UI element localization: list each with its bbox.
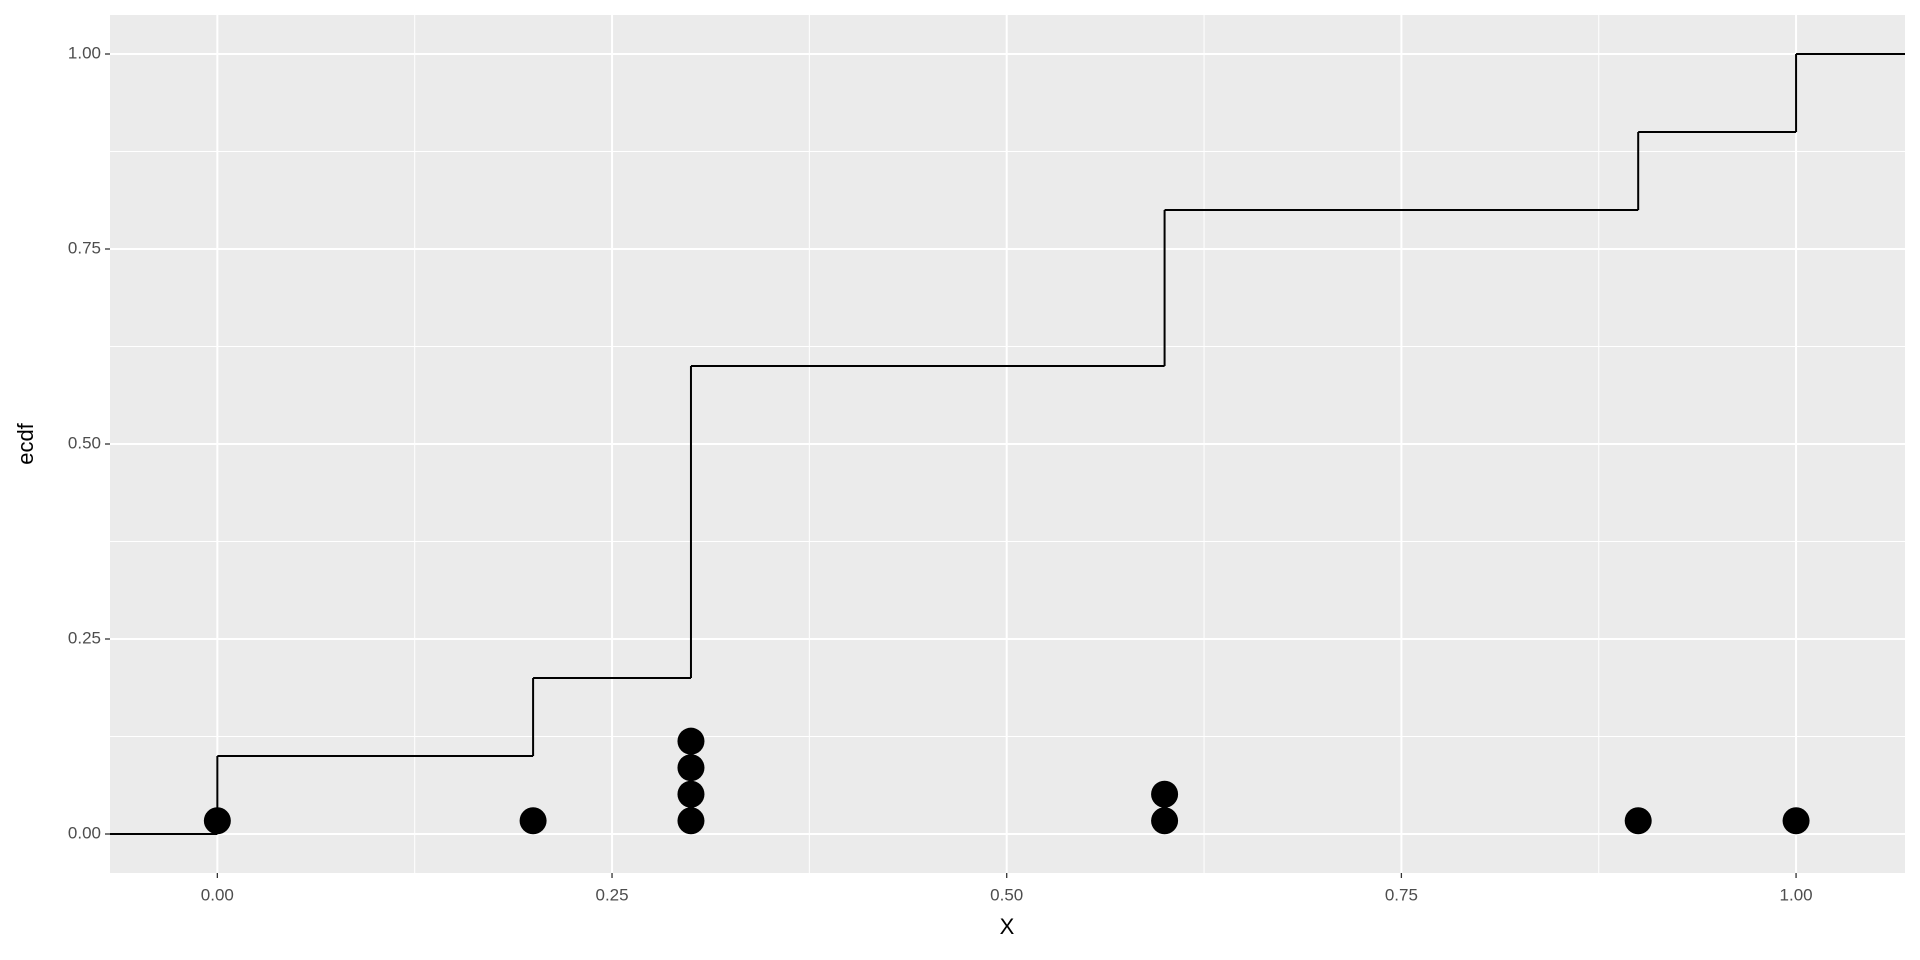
dot bbox=[677, 780, 705, 808]
dot bbox=[677, 727, 705, 755]
dot bbox=[519, 807, 547, 835]
x-tick-label: 0.00 bbox=[201, 885, 234, 904]
y-tick-label: 0.75 bbox=[68, 238, 101, 257]
y-tick-label: 1.00 bbox=[68, 43, 101, 62]
dot bbox=[1151, 780, 1179, 808]
x-tick-label: 0.75 bbox=[1385, 885, 1418, 904]
dot bbox=[1782, 807, 1810, 835]
x-tick-label: 0.25 bbox=[595, 885, 628, 904]
x-tick-label: 0.50 bbox=[990, 885, 1023, 904]
x-axis-title: X bbox=[1000, 914, 1015, 939]
y-tick-label: 0.50 bbox=[68, 433, 101, 452]
dot bbox=[677, 807, 705, 835]
dot bbox=[677, 754, 705, 782]
dot bbox=[1151, 807, 1179, 835]
dot bbox=[203, 807, 231, 835]
x-tick-label: 1.00 bbox=[1780, 885, 1813, 904]
y-axis-title: ecdf bbox=[13, 422, 38, 464]
dot bbox=[1624, 807, 1652, 835]
y-tick-label: 0.25 bbox=[68, 628, 101, 647]
y-tick-label: 0.00 bbox=[68, 823, 101, 842]
